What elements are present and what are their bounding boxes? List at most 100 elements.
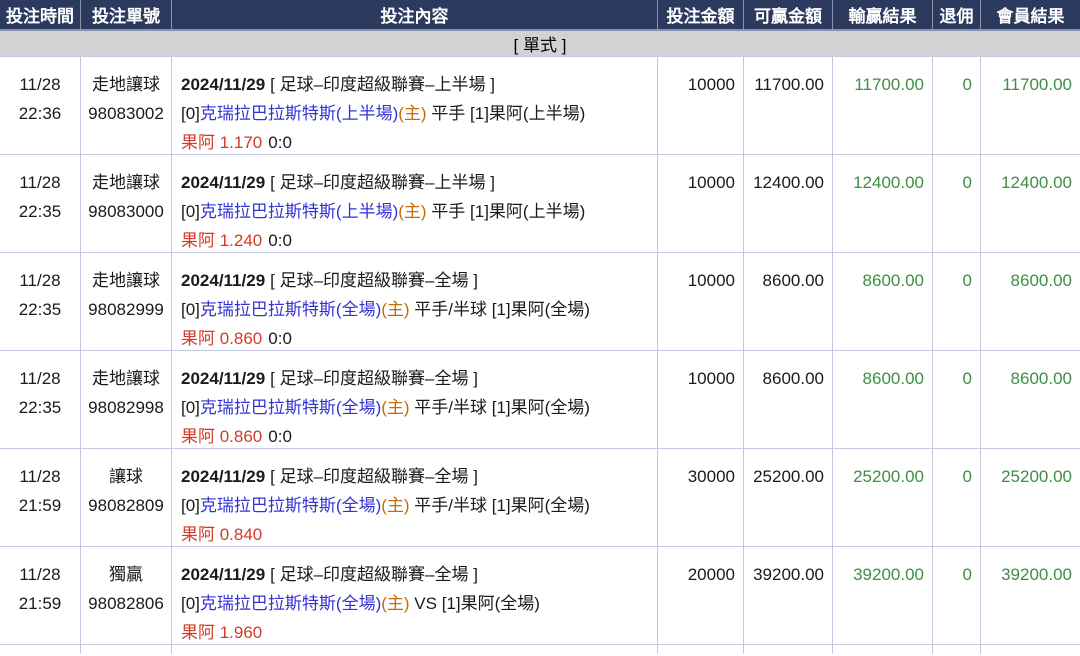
winloss-result-cell: 39200.00 [833,547,933,644]
winnable-amount-cell: 8600.00 [744,253,833,350]
table-header-row: 投注時間 投注單號 投注內容 投注金額 可贏金額 輸贏結果 退佣 會員結果 [0,0,1080,31]
bet-number: 98082998 [88,398,164,417]
member-result-cell: 39200.00 [1001,565,1072,584]
bet-number: 98083002 [88,104,164,123]
picked-team-odds: 果阿 1.240 [181,231,263,250]
home-tag: (主) [381,300,410,319]
bet-amount-cell: 30000 [658,449,744,546]
handicap-text: VS [409,594,442,613]
selection-line: [0]克瑞拉巴拉斯特斯(上半場)(主) 平手 [1]果阿(上半場) [181,197,653,226]
selection-line: [0]克瑞拉巴拉斯特斯(上半場)(主) 平手 [1]果阿(上半場) [181,99,653,128]
home-tag: (主) [398,202,427,221]
winloss-result-cell: 25200.00 [833,449,933,546]
winnable-amount-cell: 11700.00 [744,57,833,154]
match-date: 2024/11/29 [181,173,266,192]
current-score: 0:0 [268,329,292,348]
bet-time: 22:35 [18,300,62,319]
handicap-text: 平手/半球 [409,398,492,417]
current-score: 0:0 [268,133,292,152]
handicap-text: 平手 [426,104,471,123]
handicap-text: 平手 [426,202,471,221]
bet-type: 走地讓球 [92,369,160,388]
picked-team-odds: 果阿 0.860 [181,329,263,348]
result-line: 果阿 1.240 0:0 [181,226,653,252]
bet-amount-cell: 10000 [658,57,744,154]
picked-team-odds: 果阿 0.840 [181,525,263,544]
handicap-text: 平手/半球 [409,300,492,319]
home-index: [0] [181,104,200,123]
table-row: 11/28 22:35 走地讓球 98083000 2024/11/29[ 足球… [0,155,1080,253]
bet-content-cell: 2024/11/29[ 足球–印度超級聯賽–上半場 ] [0]克瑞拉巴拉斯特斯(… [172,155,658,252]
bet-type: 走地讓球 [92,271,160,290]
bet-number-cell: 走地讓球 98083002 [81,57,172,154]
bet-number: 98083000 [88,202,164,221]
home-index: [0] [181,496,200,515]
bet-type: 獨贏 [109,565,143,584]
home-tag: (主) [381,594,410,613]
column-header-winloss-result: 輸贏結果 [833,0,933,29]
selection-line: [0]克瑞拉巴拉斯特斯(全場)(主) VS [1]果阿(全場) [181,589,653,618]
match-header-line: 2024/11/29[ 足球–印度超級聯賽–全場 ] [181,462,653,491]
home-index: [0] [181,300,200,319]
bet-date: 11/28 [19,467,61,486]
home-index: [0] [181,398,200,417]
rebate-cell: 0 [933,253,981,350]
match-header-line: 2024/11/29[ 足球–印度超級聯賽–全場 ] [181,364,653,393]
current-score: 0:0 [268,231,292,250]
bet-number: 98082999 [88,300,164,319]
winnable-amount-cell: 39200.00 [744,547,833,644]
match-header-line: 2024/11/29[ 足球–印度超級聯賽–全場 ] [181,266,653,295]
away-team-name: [1]果阿(上半場) [470,202,586,221]
result-line: 果阿 1.170 0:0 [181,128,653,154]
column-header-member-result: 會員結果 [996,7,1065,26]
rebate-cell: 0 [933,155,981,252]
bet-type: 走地讓球 [92,173,160,192]
selection-line: [0]克瑞拉巴拉斯特斯(全場)(主) 平手/半球 [1]果阿(全場) [181,393,653,422]
match-date: 2024/11/29 [181,565,266,584]
column-header-bet-amount: 投注金額 [658,0,744,29]
away-team-name: [1]果阿(全場) [491,496,590,515]
bet-date: 11/28 [19,369,61,388]
bet-time-cell: 11/28 21:59 [0,449,81,546]
match-header-line: 2024/11/29[ 足球–印度超級聯賽–全場 ] [181,560,653,589]
bet-time-cell: 11/28 22:35 [0,155,81,252]
bet-type: 走地讓球 [92,75,160,94]
bet-time-cell: 11/28 21:59 [0,547,81,644]
column-header-rebate: 退佣 [933,0,981,29]
home-team-name: 克瑞拉巴拉斯特斯(上半場) [199,104,399,123]
league-name: [ 足球–印度超級聯賽–全場 ] [270,565,478,584]
bet-time-cell: 11/28 22:36 [0,57,81,154]
table-row: 11/28 21:59 獨贏 98082806 2024/11/29[ 足球–印… [0,547,1080,645]
bet-content-cell: 2024/11/29[ 足球–印度超級聯賽–全場 ] [0]克瑞拉巴拉斯特斯(全… [172,547,658,644]
partial-next-row [0,645,1080,654]
bet-group-label: [ 單式 ] [513,36,567,55]
bet-type: 讓球 [109,467,143,486]
table-row: 11/28 22:35 走地讓球 98082998 2024/11/29[ 足球… [0,351,1080,449]
rebate-cell: 0 [933,449,981,546]
match-header-line: 2024/11/29[ 足球–印度超級聯賽–上半場 ] [181,168,653,197]
winloss-result-cell: 8600.00 [833,253,933,350]
selection-line: [0]克瑞拉巴拉斯特斯(全場)(主) 平手/半球 [1]果阿(全場) [181,295,653,324]
bet-amount-cell: 10000 [658,351,744,448]
bet-time: 22:35 [18,398,62,417]
column-header-bet-number: 投注單號 [81,0,172,29]
table-row: 11/28 22:36 走地讓球 98083002 2024/11/29[ 足球… [0,57,1080,155]
rebate-cell: 0 [933,57,981,154]
league-name: [ 足球–印度超級聯賽–全場 ] [270,467,478,486]
member-result-cell: 11700.00 [1002,75,1072,94]
home-tag: (主) [381,398,410,417]
bet-number-cell: 走地讓球 98082998 [81,351,172,448]
away-team-name: [1]果阿(全場) [491,300,590,319]
match-date: 2024/11/29 [181,75,266,94]
away-team-name: [1]果阿(上半場) [470,104,586,123]
bet-time: 22:36 [18,104,62,123]
bet-content-cell: 2024/11/29[ 足球–印度超級聯賽–全場 ] [0]克瑞拉巴拉斯特斯(全… [172,449,658,546]
rebate-cell: 0 [933,547,981,644]
bet-number-cell: 讓球 98082809 [81,449,172,546]
home-tag: (主) [398,104,427,123]
bet-amount-cell: 10000 [658,155,744,252]
member-result-cell: 8600.00 [1010,271,1072,290]
winloss-result-cell: 11700.00 [833,57,933,154]
rebate-cell: 0 [933,351,981,448]
bet-time-cell: 11/28 22:35 [0,253,81,350]
